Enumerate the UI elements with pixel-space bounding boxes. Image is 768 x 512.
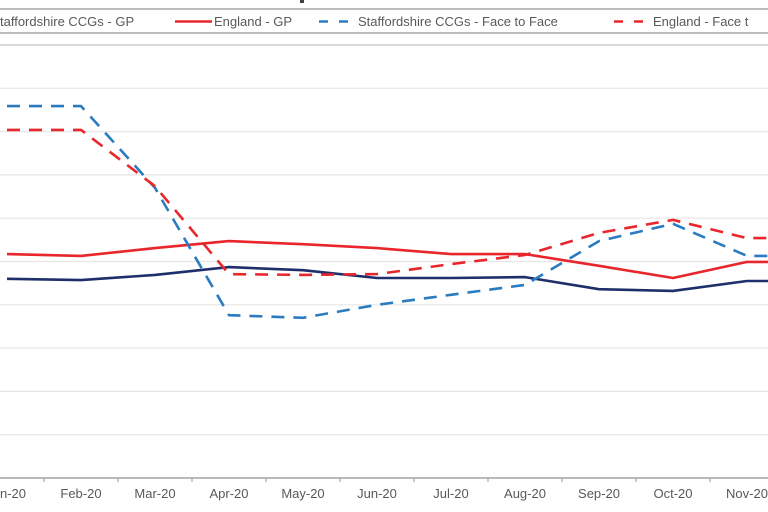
x-tick-label: Oct-20 — [653, 486, 692, 501]
x-axis-labels: n-20 Feb-20 Mar-20 Apr-20 May-20 Jun-20 Jul-20… — [0, 486, 768, 501]
legend: taffordshire CCGs - GP England - GP Staffo… — [0, 8, 768, 34]
legend-label: Staffordshire CCGs - Face to Face — [358, 14, 558, 29]
x-axis-ticks — [43, 478, 711, 482]
x-tick-label: Aug-20 — [504, 486, 546, 501]
legend-item: Staffordshire CCGs - Face to Face — [319, 14, 558, 29]
x-tick-label: Nov-20 — [726, 486, 768, 501]
x-tick-label: Jun-20 — [357, 486, 397, 501]
gridlines — [0, 87, 768, 436]
legend-label: England - Face t — [653, 14, 749, 29]
legend-item: England - Face t — [614, 14, 749, 29]
x-tick-label: Sep-20 — [578, 486, 620, 501]
x-tick-label: Apr-20 — [209, 486, 248, 501]
series-line-england-face-to-face — [7, 128, 768, 277]
x-tick-label: Feb-20 — [60, 486, 101, 501]
x-tick-label: n-20 — [0, 486, 26, 501]
legend-item: England - GP — [175, 14, 292, 29]
x-tick-label: Mar-20 — [134, 486, 175, 501]
series-line-staffordshire-ccgs-face-to-face — [7, 104, 768, 320]
legend-item: taffordshire CCGs - GP — [0, 14, 134, 29]
series-layer — [6, 104, 768, 320]
series-line-england-gp — [6, 239, 768, 280]
series-line-staffordshire-ccgs-gp — [6, 265, 768, 293]
legend-label: England - GP — [214, 14, 292, 29]
legend-label: taffordshire CCGs - GP — [0, 14, 134, 29]
title-fragment — [300, 0, 304, 3]
x-tick-label: Jul-20 — [433, 486, 468, 501]
x-tick-label: May-20 — [281, 486, 324, 501]
